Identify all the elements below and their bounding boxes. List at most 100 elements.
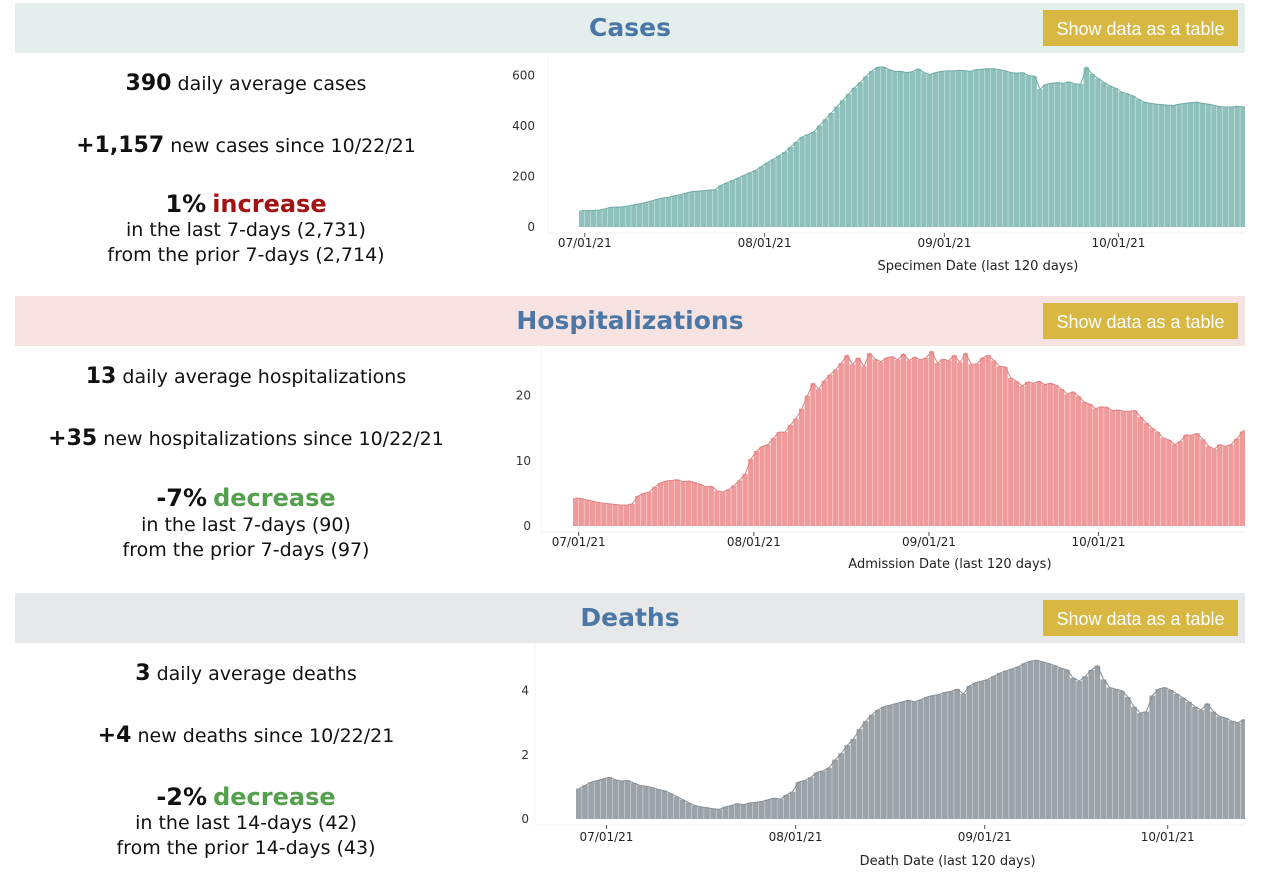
chart-bar (652, 486, 658, 526)
chart-bar (1149, 428, 1155, 526)
chart-bar (643, 786, 649, 819)
chart-y-tick-label: 400 (512, 119, 535, 133)
chart-bar (1217, 106, 1223, 227)
chart-bar (1014, 73, 1020, 227)
chart-bar (1072, 83, 1078, 227)
chart-bar (887, 705, 893, 819)
chart-bar (671, 195, 678, 227)
chart-bar (960, 693, 967, 819)
chart-series-line (575, 350, 1262, 506)
chart-bar (1234, 106, 1240, 227)
chart-bar (1167, 690, 1174, 819)
chart-bar (1199, 103, 1206, 227)
chart-bar (917, 699, 924, 819)
chart-bar (1070, 677, 1076, 819)
chart-series-line (581, 66, 1262, 212)
hosp-pct-value: -7% (156, 484, 208, 512)
chart-bar (1164, 105, 1171, 227)
chart-bar (1211, 105, 1217, 227)
chart-bar (689, 191, 695, 227)
deaths-show-table-button[interactable]: Show data as a table (1043, 600, 1238, 636)
chart-bar (1036, 381, 1042, 526)
cases-period-line: in the last 7-days (2,731) (126, 219, 366, 241)
chart-bar (985, 68, 991, 227)
chart-bar (619, 206, 626, 227)
deaths-period-line: in the last 14-days (42) (135, 812, 357, 834)
hospitalizations-header: Hospitalizations Show data as a table (15, 296, 1245, 346)
chart-bar (704, 807, 710, 819)
chart-bar (799, 408, 805, 526)
chart-bar (573, 497, 579, 526)
chart-bar (777, 799, 784, 819)
chart-bar (821, 380, 827, 526)
chart-bar (804, 395, 810, 526)
chart-bar (1070, 391, 1076, 526)
chart-bar (716, 809, 723, 819)
chart-y-tick-label: 0 (521, 812, 529, 826)
chart-bar (759, 801, 765, 819)
hosp-prior-line: from the prior 7-days (97) (122, 539, 370, 561)
chart-bar (844, 355, 850, 526)
chart-bar (1054, 82, 1061, 228)
chart-y-tick-label: 2 (521, 748, 529, 762)
chart-bar (928, 351, 935, 526)
cases-avg-value: 390 (125, 71, 172, 96)
chart-bar (683, 192, 689, 227)
cases-avg-label: daily average cases (171, 73, 367, 95)
chart-x-tick-label: 10/01/21 (1091, 236, 1145, 250)
chart-bar (674, 479, 680, 526)
chart-bar (1194, 433, 1200, 526)
chart-bar (822, 119, 829, 227)
chart-bar (1240, 106, 1246, 227)
chart-bar (608, 207, 614, 227)
chart-bar (1143, 711, 1150, 819)
cases-section: Cases Show data as a table 390 daily ave… (15, 3, 1262, 289)
chart-bar (667, 793, 674, 819)
deaths-section: Deaths Show data as a table 3 daily aver… (15, 593, 1262, 882)
chart-bar (1088, 669, 1095, 819)
chart-bar (691, 482, 697, 526)
chart-bar (764, 162, 771, 227)
chart-bar (787, 424, 793, 526)
chart-bar (1058, 389, 1065, 526)
chart-bar (828, 112, 834, 227)
chart-bar (927, 74, 933, 227)
chart-bar (820, 770, 826, 819)
chart-bar (1171, 444, 1178, 526)
chart-bar (1161, 687, 1168, 819)
chart-bar (1228, 721, 1235, 819)
chart-bar (815, 389, 822, 526)
chart-bar (685, 802, 692, 819)
chart-bar (576, 788, 582, 819)
chart-y-tick-label: 4 (521, 684, 529, 698)
chart-bar (845, 94, 852, 227)
cases-title: Cases (589, 13, 671, 42)
chart-bar (1087, 404, 1093, 526)
chart-bar (1101, 82, 1107, 228)
chart-bar (1013, 381, 1019, 526)
chart-bar (805, 134, 811, 227)
chart-bar (625, 205, 631, 227)
cases-show-table-button[interactable]: Show data as a table (1043, 10, 1238, 46)
chart-bar (849, 364, 856, 526)
chart-bar (1077, 84, 1084, 227)
chart-bar (979, 69, 985, 227)
chart-bar (950, 70, 956, 227)
chart-bar (1159, 104, 1165, 227)
chart-bar (945, 360, 952, 526)
hospitalizations-show-table-button[interactable]: Show data as a table (1043, 303, 1238, 339)
chart-bar (811, 131, 817, 227)
chart-bar (748, 458, 754, 526)
chart-bar (816, 125, 823, 227)
chart-bar (706, 190, 713, 227)
deaths-header: Deaths Show data as a table (15, 593, 1245, 643)
chart-bar (695, 191, 701, 227)
chart-bar (752, 802, 759, 819)
chart-bar (741, 175, 747, 227)
chart-bar (1141, 102, 1148, 227)
chart-bar (1025, 75, 1032, 228)
chart-bar (1135, 99, 1142, 227)
cases-chart-svg: 0 200 400 600 07/01/21 08/01/21 09/01/21 10/01/… (512, 57, 1262, 274)
chart-bar (606, 503, 613, 526)
chart-bar (985, 355, 991, 526)
